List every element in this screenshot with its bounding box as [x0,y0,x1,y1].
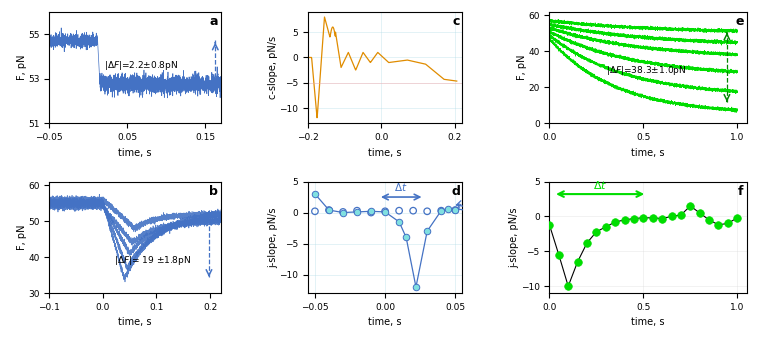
X-axis label: time, s: time, s [368,148,402,158]
X-axis label: time, s: time, s [368,317,402,328]
X-axis label: time, s: time, s [118,148,152,158]
Point [407,208,419,213]
Text: $|\Delta F|$= 19 ±1.8pN: $|\Delta F|$= 19 ±1.8pN [114,253,191,267]
Point [619,217,631,223]
Text: c: c [453,15,460,28]
Point [656,216,669,221]
Point [543,222,556,227]
Point [421,228,434,234]
Y-axis label: F, pN: F, pN [17,55,27,81]
Y-axis label: j-slope, pN/s: j-slope, pN/s [509,207,519,268]
Point [337,209,349,215]
Point [393,208,406,213]
Text: $|\Delta F|$=38.3±1.0pN: $|\Delta F|$=38.3±1.0pN [606,64,686,77]
Y-axis label: F, pN: F, pN [17,224,27,250]
Point [572,259,584,265]
Point [379,209,391,214]
Point [600,224,612,229]
Point [675,212,687,218]
Point [442,207,454,212]
Text: $\Delta t$: $\Delta t$ [394,181,408,193]
Point [351,209,363,215]
Point [581,240,593,246]
Point [637,215,650,220]
Point [590,229,603,235]
Text: e: e [735,15,744,28]
Text: $|\Delta F|$=2.2±0.8pN: $|\Delta F|$=2.2±0.8pN [104,59,178,72]
Point [703,217,715,223]
Point [337,210,349,215]
X-axis label: time, s: time, s [631,148,665,158]
Point [562,283,575,289]
Point [351,208,363,213]
Text: $\Delta t$: $\Delta t$ [593,179,607,191]
Text: a: a [210,15,218,28]
Y-axis label: c-slope, pN/s: c-slope, pN/s [268,36,278,99]
Point [400,235,412,240]
Point [666,214,678,219]
Point [449,207,462,213]
Text: b: b [209,185,218,198]
Point [628,216,640,221]
Point [421,209,434,214]
Text: f: f [738,185,744,198]
Point [365,209,377,214]
Text: d: d [451,185,460,198]
Point [722,221,734,226]
Point [694,210,706,216]
Point [684,203,697,209]
Point [379,209,391,215]
Point [309,209,321,214]
Point [393,219,406,224]
Point [609,219,622,225]
Point [410,284,422,290]
Point [731,215,744,220]
Y-axis label: F, pN: F, pN [517,55,527,81]
Y-axis label: j-slope, pN/s: j-slope, pN/s [268,207,278,268]
Point [449,207,462,213]
Point [435,208,447,213]
Point [365,210,377,215]
Point [553,252,565,257]
Point [323,207,335,213]
X-axis label: time, s: time, s [631,317,665,328]
Point [309,191,321,196]
Point [323,207,335,213]
X-axis label: time, s: time, s [118,317,152,328]
Point [435,208,447,213]
Point [713,222,725,227]
Point [647,215,659,220]
